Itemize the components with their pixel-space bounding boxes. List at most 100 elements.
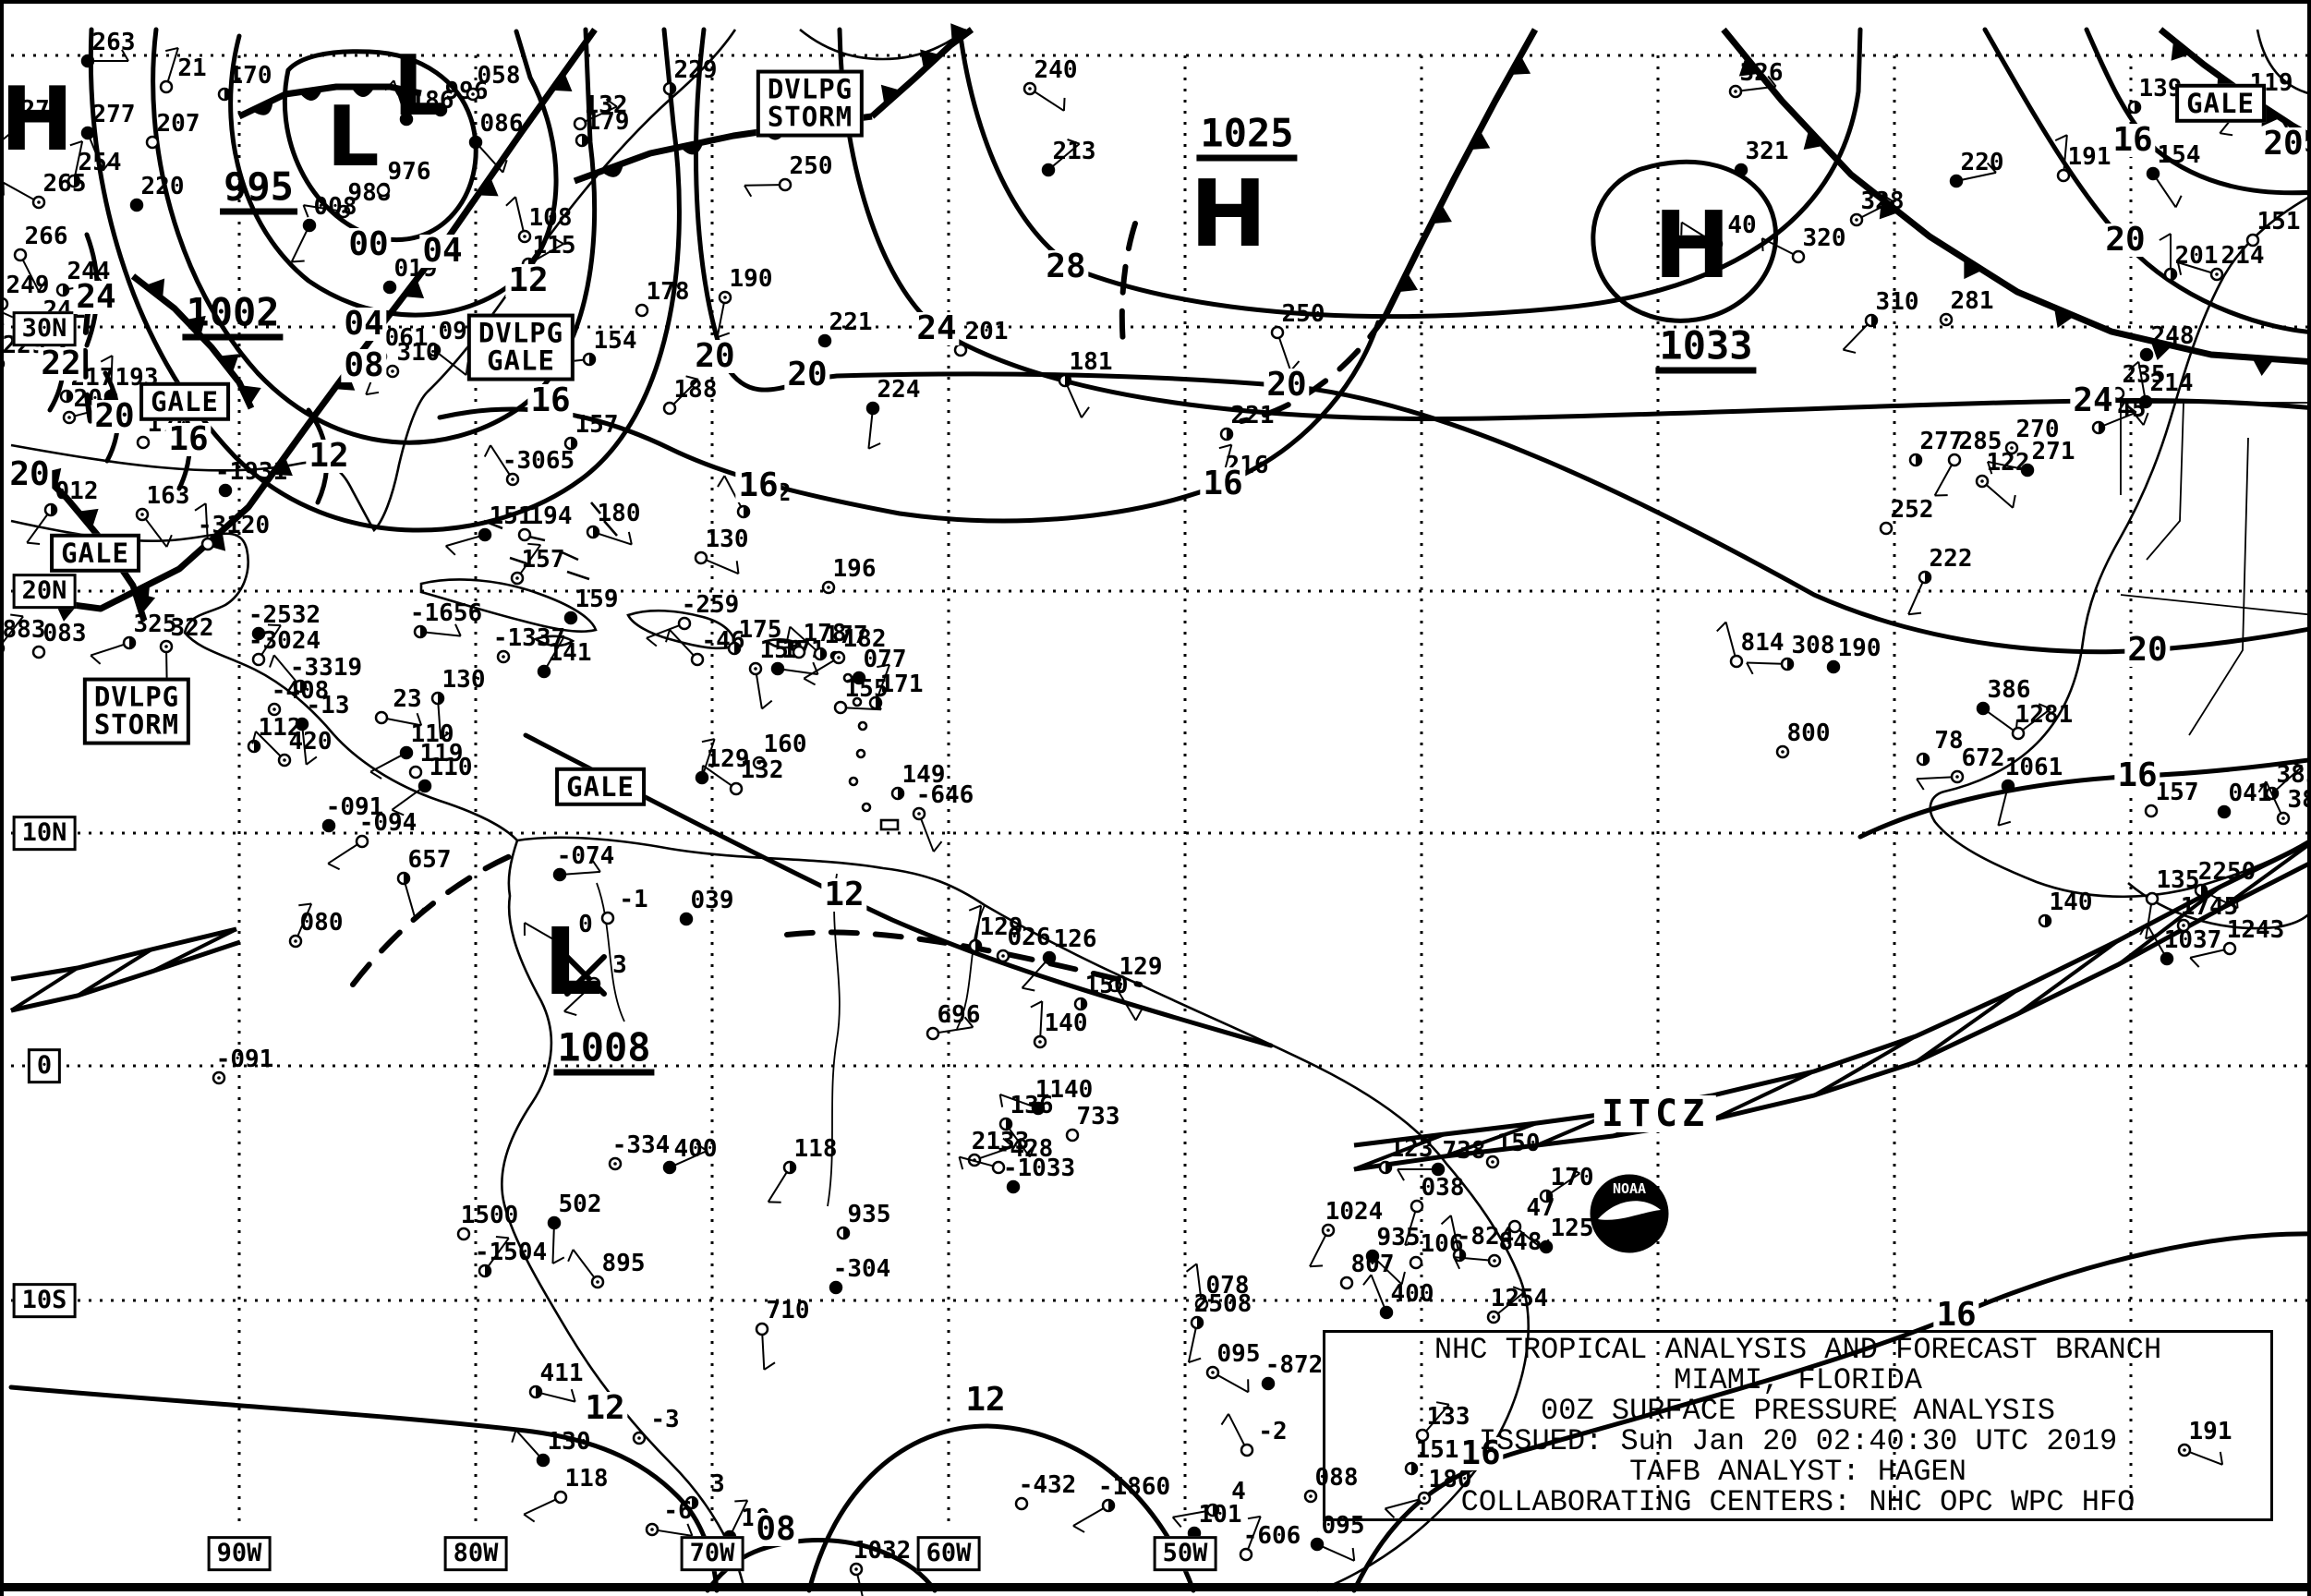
- wind-barb: [290, 229, 309, 262]
- station-value: 175: [739, 616, 782, 644]
- station-plot: 738: [1397, 1137, 1485, 1181]
- wind-barb-tick: [1022, 986, 1035, 992]
- wind-barb-tick: [696, 1143, 708, 1152]
- wind-barb: [74, 140, 84, 176]
- station-value: 213: [1053, 138, 1096, 165]
- station-circle-half: [876, 697, 881, 708]
- station-dot: [1734, 90, 1737, 93]
- station-plot: 220: [129, 173, 184, 212]
- station-value: 214: [2150, 369, 2194, 397]
- station-value: 895: [602, 1250, 646, 1277]
- station-circle: [376, 183, 391, 198]
- wind-barb: [1985, 484, 2014, 509]
- station-plot: 186: [384, 79, 454, 127]
- grid-label-0: 0: [27, 1048, 62, 1083]
- wind-barb-tick: [735, 561, 740, 574]
- station-plot: 038: [1404, 1174, 1464, 1247]
- station-circle: [468, 135, 483, 150]
- cold-front-triangle: [1964, 258, 1983, 280]
- wind-barb-tick: [2257, 780, 2268, 793]
- station-value: 1745: [2181, 893, 2239, 921]
- cold-front-line: [30, 27, 598, 612]
- station-circle: [1239, 1547, 1253, 1562]
- station-value: 170: [229, 62, 272, 90]
- station-circle: [1270, 325, 1285, 340]
- station-plot: -3: [632, 1406, 680, 1445]
- station-value: 154: [2158, 141, 2201, 169]
- station-plot: 1254: [1486, 1285, 1548, 1324]
- wind-barb: [445, 535, 480, 548]
- station-circle: [374, 710, 389, 725]
- grid-label-30n: 30N: [12, 311, 77, 346]
- station-value: 733: [1077, 1103, 1120, 1130]
- station-plot: 194: [517, 502, 572, 542]
- wind-barb: [1997, 791, 2008, 826]
- station-value: 191: [2068, 143, 2111, 171]
- wind-barb-tick: [570, 1388, 576, 1402]
- station-value: 149: [902, 761, 946, 789]
- station-circle-half: [593, 526, 599, 538]
- isobar-label-20: 20: [2102, 224, 2148, 257]
- station-circle-half: [1411, 1463, 1417, 1474]
- station-plot: 170: [217, 62, 272, 102]
- wind-barb-tick: [1247, 1515, 1261, 1520]
- cold-front-triangle: [920, 49, 940, 70]
- station-circle: [865, 401, 880, 416]
- hazard-box-line: DVLPG: [767, 73, 853, 105]
- station-plot: 196: [821, 555, 876, 595]
- cold-front-triangle: [2252, 357, 2274, 376]
- station-value: 3: [710, 1470, 725, 1498]
- wind-barb-tick: [502, 160, 508, 174]
- station-plot: 78: [1916, 727, 1964, 767]
- high-pressure-symbol: H: [1653, 191, 1731, 299]
- station-circle: [1709, 236, 1724, 251]
- station-circle: [677, 616, 692, 631]
- station-value: 40: [1727, 212, 1756, 239]
- wind-barb: [391, 788, 421, 811]
- wind-barb-tick: [1567, 1167, 1580, 1175]
- station-value: 1061: [2005, 754, 2063, 781]
- wind-barb-tick: [392, 808, 405, 816]
- station-dot: [837, 656, 841, 659]
- wind-barb: [761, 1334, 766, 1370]
- wind-barb: [877, 664, 890, 698]
- wind-barb: [867, 413, 874, 449]
- station-value: 277: [92, 101, 136, 128]
- station-plot: 088: [1303, 1464, 1358, 1504]
- grid-label-80w: 80W: [443, 1536, 508, 1571]
- station-value: 201: [2175, 242, 2219, 270]
- wind-barb: [1917, 776, 1953, 780]
- wind-barb-tick: [366, 391, 380, 396]
- station-value: 221: [1231, 402, 1275, 429]
- station-value: 129: [980, 913, 1023, 941]
- station-plot: 420: [251, 728, 332, 768]
- station-circle: [2160, 951, 2174, 966]
- wind-barb-tick: [69, 140, 83, 147]
- station-plot: 40: [1680, 212, 1757, 251]
- station-value: 129: [1119, 953, 1163, 981]
- station-value: 159: [575, 586, 619, 613]
- station-circle-half: [790, 1162, 795, 1173]
- wind-barb-tick: [1081, 406, 1090, 418]
- station-plot: 240: [1022, 56, 1077, 112]
- station-value: 254: [79, 149, 122, 176]
- wind-barb-tick: [1881, 193, 1894, 202]
- isobar-label-12: 12: [582, 1392, 628, 1425]
- station-plot: 976: [376, 158, 430, 198]
- wind-barb-tick: [701, 738, 715, 744]
- wind-barb: [999, 1094, 1034, 1107]
- wind-barb-tick: [1987, 461, 1993, 475]
- wind-barb-tick: [2189, 957, 2200, 968]
- wind-barb: [26, 514, 49, 544]
- station-plot: 502: [547, 1191, 601, 1264]
- hazard-box-line: DVLPG: [93, 681, 180, 713]
- station-circle-half: [975, 940, 981, 951]
- warm-front-pip: [351, 87, 375, 97]
- itcz-hatch: [76, 948, 153, 998]
- station-plot: 163: [135, 482, 189, 548]
- station-circle: [1415, 1428, 1430, 1443]
- wind-barb-tick: [1916, 778, 1925, 791]
- wind-barb-tick: [1453, 1256, 1461, 1270]
- station-value: 249: [6, 272, 50, 299]
- grid-label-70w: 70W: [680, 1536, 744, 1571]
